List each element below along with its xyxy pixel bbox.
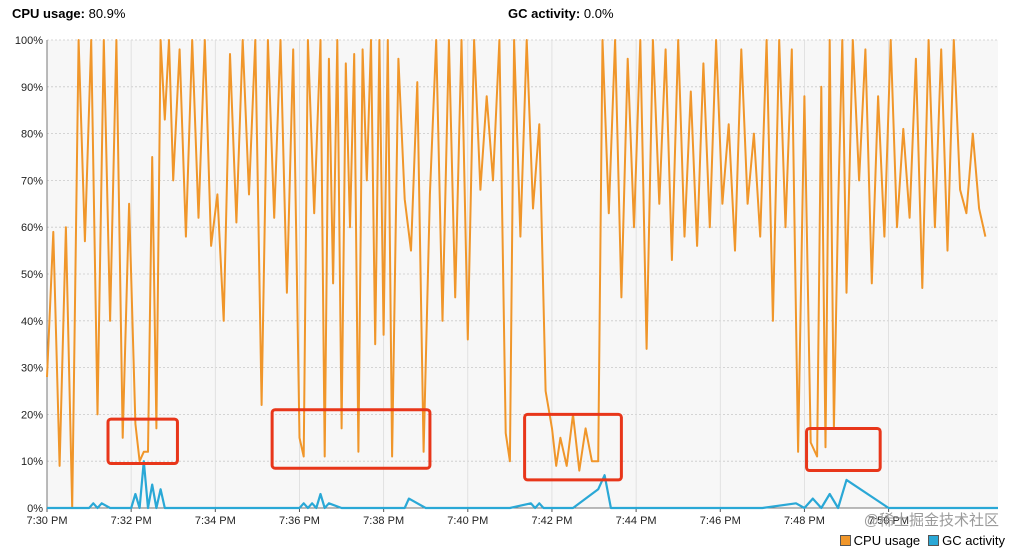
highlight-box: [106, 417, 179, 466]
legend-item-gc: GC activity: [928, 533, 1005, 548]
watermark: @稀土掘金技术社区: [863, 512, 999, 529]
cpu-usage-series-line: [46, 39, 987, 509]
cpu-usage-readout: CPU usage: 80.9%: [12, 6, 125, 21]
gc-activity-value: 0.0%: [583, 6, 614, 21]
cpu-swatch-icon: [839, 535, 851, 546]
x-tick-label: 7:34 PM: [195, 515, 236, 527]
highlight-box: [805, 426, 882, 473]
y-tick-label: 70%: [21, 175, 43, 187]
x-tick-label: 7:30 PM: [27, 515, 68, 527]
gc-activity-series-line: [47, 460, 998, 510]
legend-label-cpu: CPU usage: [853, 533, 921, 548]
y-tick-label: 40%: [21, 316, 43, 328]
gc-activity-label: GC activity:: [508, 6, 581, 21]
y-tick-label: 80%: [21, 129, 43, 141]
x-tick-label: 7:50 PM: [868, 515, 909, 527]
highlight-box: [523, 412, 623, 482]
x-tick-label: 7:46 PM: [700, 515, 741, 527]
legend-item-cpu: CPU usage: [839, 533, 921, 548]
y-tick-label: 0%: [27, 503, 43, 515]
cpu-usage-label: CPU usage:: [12, 6, 85, 21]
y-tick-label: 60%: [21, 222, 43, 234]
gc-swatch-icon: [928, 535, 940, 546]
y-tick-label: 90%: [21, 82, 43, 94]
gc-activity-readout: GC activity: 0.0%: [508, 6, 614, 21]
y-tick-label: 20%: [21, 409, 43, 421]
legend-label-gc: GC activity: [942, 533, 1005, 548]
x-tick-label: 7:44 PM: [616, 515, 657, 527]
highlight-box: [270, 408, 432, 470]
y-tick-label: 100%: [15, 35, 43, 47]
x-tick-label: 7:38 PM: [363, 515, 404, 527]
y-tick-label: 30%: [21, 363, 43, 375]
x-tick-label: 7:40 PM: [447, 515, 488, 527]
x-tick-label: 7:32 PM: [111, 515, 152, 527]
chart-legend: CPU usage GC activity: [839, 533, 1005, 548]
x-tick-label: 7:48 PM: [784, 515, 825, 527]
y-tick-label: 50%: [21, 269, 43, 281]
y-tick-label: 10%: [21, 456, 43, 468]
x-tick-label: 7:36 PM: [279, 515, 320, 527]
x-tick-label: 7:42 PM: [531, 515, 572, 527]
cpu-usage-value: 80.9%: [88, 6, 126, 21]
